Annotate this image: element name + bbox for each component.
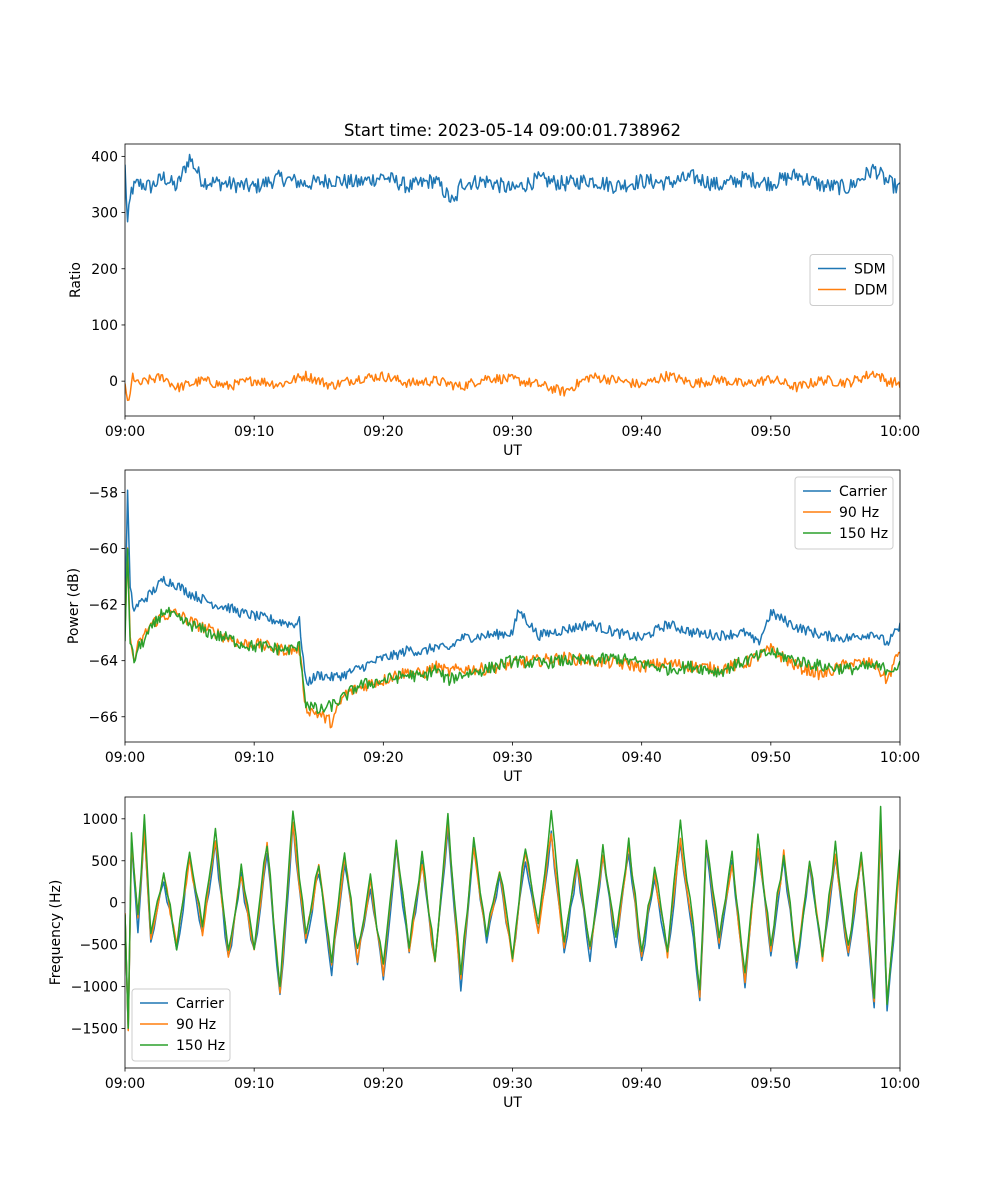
y-tick-label: 500 — [91, 854, 118, 870]
legend: SDM DDM — [809, 254, 894, 306]
legend-label-150-hz: 150 Hz — [176, 1038, 225, 1054]
x-axis-label: UT — [503, 769, 522, 785]
x-tick-label: 09:00 — [105, 424, 145, 440]
x-tick-label: 09:10 — [234, 424, 274, 440]
legend-box — [809, 254, 894, 306]
series-group — [125, 153, 900, 402]
figure-title: Start time: 2023-05-14 09:00:01.738962 — [344, 121, 681, 140]
y-tick-label: 400 — [91, 149, 118, 165]
y-tick-label: 1000 — [82, 812, 118, 828]
x-tick-label: 09:40 — [621, 424, 661, 440]
x-tick-label: 09:30 — [492, 750, 532, 766]
x-tick-label: 10:00 — [880, 750, 920, 766]
series-line-carrier — [125, 489, 900, 687]
x-tick-label: 09:00 — [105, 750, 145, 766]
x-tick-label: 09:50 — [751, 424, 791, 440]
y-tick-label: 0 — [109, 896, 118, 912]
series-line-ddm — [125, 370, 900, 402]
x-tick-label: 09:40 — [621, 750, 661, 766]
chart-panel-2: 09:00 09:10 09:20 09:30 09:40 09:50 10:00 −58 −6… — [66, 469, 920, 785]
x-tick-label: 09:30 — [492, 1076, 532, 1092]
chart-panel-3: 09:00 09:10 09:20 09:30 09:40 09:50 10:00 1000 5… — [48, 796, 920, 1111]
series-line-150-hz — [125, 548, 900, 714]
x-axis-label: UT — [503, 443, 522, 459]
y-axis-label: Frequency (Hz) — [48, 880, 64, 986]
legend-label-90-hz: 90 Hz — [839, 505, 879, 521]
x-tick-label: 09:30 — [492, 424, 532, 440]
y-tick-label: −66 — [88, 710, 118, 726]
series-group — [125, 489, 900, 729]
legend: Carrier 90 Hz 150 Hz — [131, 988, 231, 1062]
x-tick-label: 09:20 — [363, 1076, 403, 1092]
x-tick-label: 10:00 — [880, 424, 920, 440]
x-tick-label: 09:00 — [105, 1076, 145, 1092]
x-tick-label: 09:40 — [621, 1076, 661, 1092]
y-tick-label: 0 — [109, 374, 118, 390]
x-tick-label: 10:00 — [880, 1076, 920, 1092]
y-tick-label: −58 — [88, 485, 118, 501]
legend-label-ddm: DDM — [854, 283, 888, 299]
y-tick-label: 200 — [91, 262, 118, 278]
legend-box — [794, 476, 894, 550]
chart-panel-1: 09:00 09:10 09:20 09:30 09:40 09:50 10:00 0 100 2… — [68, 143, 920, 459]
legend-label-carrier: Carrier — [176, 996, 224, 1012]
y-tick-label: 100 — [91, 318, 118, 334]
series-group — [125, 805, 900, 1032]
x-tick-label: 09:50 — [751, 1076, 791, 1092]
y-tick-label: −64 — [88, 654, 118, 670]
legend-label-90-hz: 90 Hz — [176, 1017, 216, 1033]
y-tick-label: 300 — [91, 206, 118, 222]
x-tick-label: 09:20 — [363, 424, 403, 440]
legend-label-carrier: Carrier — [839, 484, 887, 500]
y-tick-label: −62 — [88, 598, 118, 614]
legend: Carrier 90 Hz 150 Hz — [794, 476, 894, 550]
legend-label-150-hz: 150 Hz — [839, 526, 888, 542]
y-axis-label: Ratio — [68, 262, 84, 298]
series-line-150-hz — [125, 805, 900, 1029]
x-tick-label: 09:20 — [363, 750, 403, 766]
x-tick-label: 09:50 — [751, 750, 791, 766]
y-axis-label: Power (dB) — [66, 568, 82, 644]
y-tick-label: −60 — [88, 542, 118, 558]
y-tick-label: −1000 — [71, 980, 118, 996]
x-tick-label: 09:10 — [234, 750, 274, 766]
y-tick-label: −1500 — [71, 1022, 118, 1038]
x-tick-label: 09:10 — [234, 1076, 274, 1092]
legend-box — [131, 988, 231, 1062]
x-axis-label: UT — [503, 1095, 522, 1111]
series-line-sdm — [125, 153, 900, 223]
legend-label-sdm: SDM — [854, 262, 886, 278]
y-tick-label: −500 — [80, 938, 118, 954]
